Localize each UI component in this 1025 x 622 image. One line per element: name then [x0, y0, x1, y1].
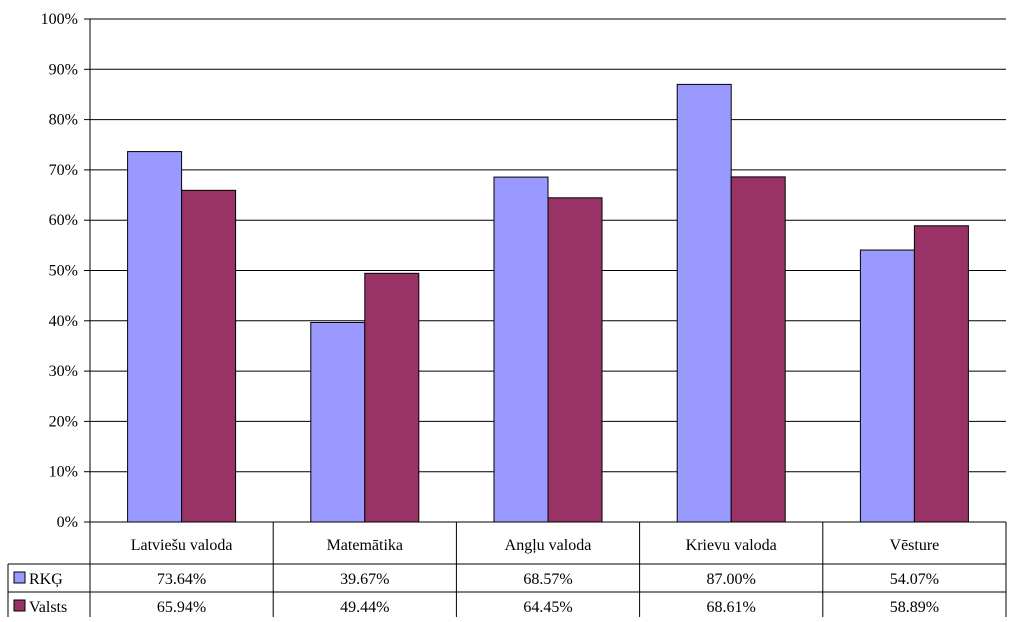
y-tick-label: 30%	[49, 363, 78, 380]
bars-group	[127, 83, 969, 523]
category-label: Vēsture	[890, 537, 940, 554]
data-label: 49.44%	[340, 599, 389, 616]
legend-swatch-valsts	[13, 599, 26, 612]
y-tick-label: 100%	[41, 11, 78, 28]
data-label: 87.00%	[707, 571, 756, 588]
series-name: RKĢ	[29, 571, 63, 588]
y-tick-label: 10%	[49, 464, 78, 481]
bar-valsts	[181, 189, 237, 523]
bar-rkg	[310, 321, 366, 523]
category-label: Krievu valoda	[686, 537, 777, 554]
axes-group: 0% 10% 20% 30% 40% 50% 60% 70% 80% 90% 100%	[41, 11, 91, 564]
bar-rkg	[676, 83, 732, 523]
y-tick-label: 40%	[49, 313, 78, 330]
data-label: 39.67%	[340, 571, 389, 588]
data-label: 64.45%	[523, 599, 572, 616]
y-tick-label: 70%	[49, 162, 78, 179]
y-tick-label: 50%	[49, 263, 78, 280]
bar-valsts	[364, 272, 420, 523]
y-tick-label: 20%	[49, 413, 78, 430]
category-label: Matemātika	[327, 537, 403, 554]
y-tick-label: 90%	[49, 61, 78, 78]
y-tick-label: 80%	[49, 112, 78, 129]
y-tick-label: 60%	[49, 212, 78, 229]
bar-valsts	[913, 225, 969, 523]
data-table: Latviešu valoda Matemātika Angļu valoda Kri…	[7, 521, 1007, 617]
bar-valsts	[730, 176, 786, 523]
data-label: 68.61%	[707, 599, 756, 616]
data-label: 54.07%	[890, 571, 939, 588]
category-label: Latviešu valoda	[131, 537, 233, 554]
data-label: 65.94%	[157, 599, 206, 616]
y-tick-label: 0%	[57, 514, 78, 531]
bar-valsts	[547, 197, 603, 523]
legend-swatch-rkg	[13, 571, 26, 584]
data-label: 68.57%	[523, 571, 572, 588]
bar-rkg	[859, 249, 915, 523]
data-label: 58.89%	[890, 599, 939, 616]
bar-rkg	[127, 151, 183, 523]
series-name: Valsts	[29, 599, 67, 616]
data-label: 73.64%	[157, 571, 206, 588]
category-label: Angļu valoda	[505, 537, 592, 554]
bar-rkg	[493, 176, 549, 523]
